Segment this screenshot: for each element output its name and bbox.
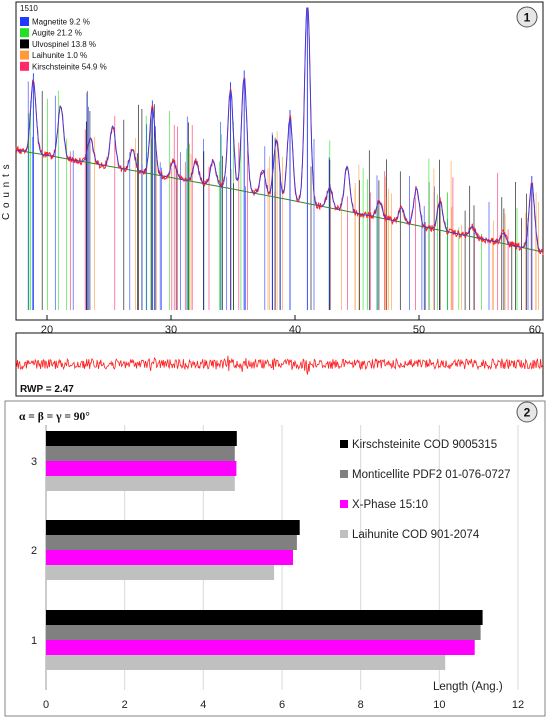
- rwp-label: RWP = 2.47: [20, 384, 74, 395]
- bar-legend-entry: Kirschsteinite COD 9005315: [352, 439, 497, 451]
- legend-swatch: [20, 50, 29, 60]
- difference-panel: RWP = 2.47: [15, 332, 544, 397]
- calculated-pattern-line: [15, 7, 544, 253]
- bar-legend-swatch: [340, 530, 348, 538]
- legend-swatch: [20, 28, 29, 38]
- bar-x-phase-15-10-2: [46, 550, 293, 565]
- legend-entry: Laihunite 1.0 %: [32, 51, 87, 60]
- bar-x-tick-label: 0: [43, 699, 49, 711]
- bar-category-label: 1: [31, 635, 37, 647]
- bar-x-phase-15-10-3: [46, 461, 237, 476]
- bar-legend-swatch: [340, 500, 348, 508]
- bar-x-tick-label: 10: [433, 699, 445, 711]
- bar-kirschsteinite-cod-9005315-2: [46, 520, 300, 535]
- bar-x-axis: 0 2 4 6 8 10 12: [43, 699, 524, 711]
- bar-x-tick-label: 8: [358, 699, 364, 711]
- bar-series: [46, 431, 483, 670]
- panel-badge-2: 2: [516, 401, 538, 423]
- bar-x-tick-label: 12: [512, 699, 524, 711]
- angle-annotation: α = β = γ = 90°: [19, 411, 90, 423]
- difference-line: [15, 355, 544, 376]
- bar-legend-swatch: [340, 440, 348, 448]
- bar-x-tick-label: 4: [200, 699, 206, 711]
- bar-category-label: 2: [31, 545, 37, 557]
- reference-peak-lines: [27, 8, 539, 310]
- y-axis-label: C o u n t s: [1, 163, 12, 220]
- panel-badge-2-label: 2: [524, 406, 531, 420]
- bar-laihunite-cod-901-2074-1: [46, 655, 446, 670]
- phase-legend: 1510 Magnetite 9.2 % Augite 21.2 % Ulvospi…: [20, 4, 107, 71]
- bar-monticellite-pdf2-01-076-0727-3: [46, 446, 235, 461]
- legend-entry: Augite 21.2 %: [32, 29, 82, 38]
- legend-entry: Kirschsteinite 54.9 %: [32, 62, 107, 71]
- bar-x-tick-label: 2: [122, 699, 128, 711]
- bar-legend-swatch: [340, 470, 348, 478]
- bar-laihunite-cod-901-2074-3: [46, 476, 235, 491]
- legend-entry: Ulvospinel 13.8 %: [32, 40, 96, 49]
- bar-legend: Kirschsteinite COD 9005315 Monticellite P…: [340, 439, 511, 541]
- bar-legend-entry: Monticellite PDF2 01-076-0727: [352, 469, 511, 481]
- xrd-pattern-panel: 20 30 40 50 60 1510 Magnetite 9.2 %Augite 21…: [1, 1, 544, 336]
- bar-legend-entry: X-Phase 15:10: [352, 499, 428, 511]
- bar-legend-entry: Laihunite COD 901-2074: [352, 529, 480, 541]
- bar-monticellite-pdf2-01-076-0727-2: [46, 535, 297, 550]
- bar-y-axis: 1 2 3: [31, 456, 37, 647]
- legend-header: 1510: [20, 4, 38, 13]
- lattice-bar-panel: 0 2 4 6 8 10 12 123 Kirschsteinite COD 9005315…: [4, 400, 546, 717]
- bar-category-label: 3: [31, 456, 37, 468]
- legend-swatch: [20, 61, 29, 71]
- bar-x-tick-label: 6: [279, 699, 285, 711]
- panel-badge-1-label: 1: [524, 11, 531, 25]
- bar-kirschsteinite-cod-9005315-1: [46, 610, 483, 625]
- bar-x-axis-title: Length (Ang.): [433, 681, 503, 693]
- bar-x-phase-15-10-1: [46, 640, 475, 655]
- legend-swatch: [20, 39, 29, 49]
- bar-monticellite-pdf2-01-076-0727-1: [46, 625, 481, 640]
- bar-kirschsteinite-cod-9005315-3: [46, 431, 237, 446]
- bar-laihunite-cod-901-2074-2: [46, 565, 275, 580]
- legend-entry: Magnetite 9.2 %: [32, 18, 90, 27]
- panel-badge-1: 1: [516, 6, 538, 28]
- legend-swatch: [20, 17, 29, 26]
